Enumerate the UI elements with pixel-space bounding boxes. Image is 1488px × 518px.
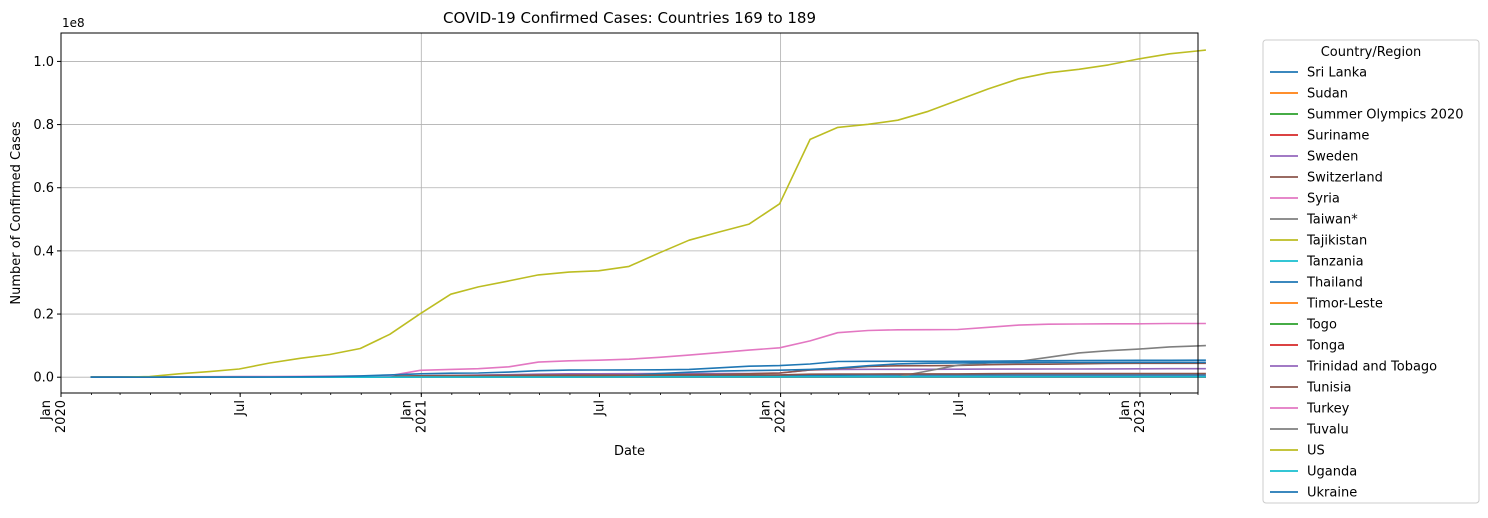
legend-entry: US [1307,444,1325,459]
legend-entry: Timor-Leste [1306,297,1383,312]
x-tick-label: Jul [233,400,248,417]
legend-title: Country/Region [1321,45,1422,60]
legend-entry: Tanzania [1306,255,1364,270]
x-tick-label: 2020 [54,400,69,433]
chart-title: COVID-19 Confirmed Cases: Countries 169 … [443,9,816,27]
y-tick-label: 0.4 [33,244,54,259]
legend-entry: Togo [1306,318,1337,333]
legend-entry: Uganda [1307,465,1357,480]
y-axis-label: Number of Confirmed Cases [9,121,24,304]
x-tick-label: Jan [39,400,54,421]
y-tick-label: 0.6 [33,181,54,196]
x-tick-label: 2021 [414,400,429,433]
legend-entry: Taiwan* [1306,213,1358,228]
x-tick-label: Jan [399,400,414,421]
x-tick-label: Jan [759,400,774,421]
legend: Country/Region Sri Lanka Sudan Summer Olymp… [1263,40,1479,503]
y-tick-label: 1.0 [33,55,54,70]
legend-entry: Sudan [1307,87,1348,102]
x-tick-label: Jul [592,400,607,417]
legend-entry: Tunisia [1306,381,1351,396]
legend-entry: Ukraine [1307,486,1357,501]
legend-entry: Tonga [1306,339,1345,354]
legend-entry: Sweden [1307,150,1358,165]
legend-entry: Switzerland [1307,171,1383,186]
legend-entry: Summer Olympics 2020 [1307,108,1464,123]
legend-entry: Sri Lanka [1307,66,1367,81]
legend-entry: Tuvalu [1306,423,1349,438]
legend-entry: Thailand [1306,276,1363,291]
legend-entry: Suriname [1307,129,1369,144]
legend-entry: Turkey [1306,402,1350,417]
legend-entry: Syria [1307,192,1340,207]
y-tick-label: 0.0 [33,371,54,386]
x-tick-label: Jul [952,400,967,417]
x-tick-label: 2022 [774,400,789,433]
legend-entry: Trinidad and Tobago [1306,360,1437,375]
legend-entry: Tajikistan [1306,234,1367,249]
x-tick-label: Jan [1118,400,1133,421]
y-tick-label: 0.2 [33,308,54,323]
x-tick-label: 2023 [1133,400,1148,433]
y-offset-label: 1e8 [62,16,85,30]
x-axis-label: Date [614,444,645,459]
y-tick-label: 0.8 [33,118,54,133]
